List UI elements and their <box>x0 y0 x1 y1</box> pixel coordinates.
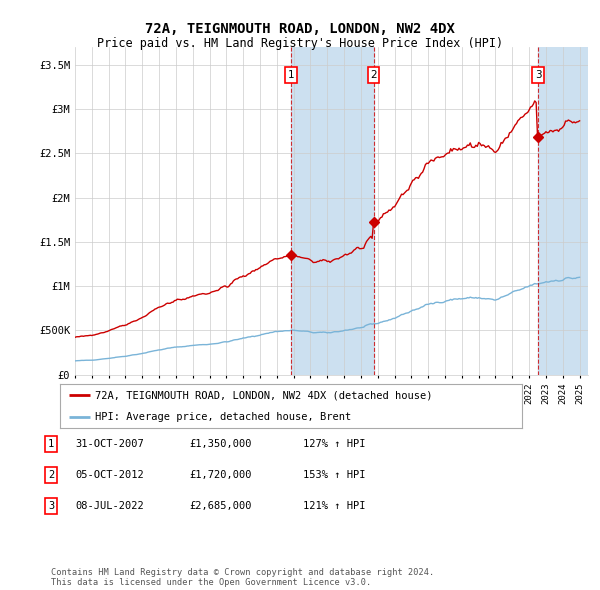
Text: 08-JUL-2022: 08-JUL-2022 <box>75 502 144 511</box>
Text: HPI: Average price, detached house, Brent: HPI: Average price, detached house, Bren… <box>95 412 351 422</box>
Text: 2: 2 <box>370 70 377 80</box>
Text: 72A, TEIGNMOUTH ROAD, LONDON, NW2 4DX (detached house): 72A, TEIGNMOUTH ROAD, LONDON, NW2 4DX (d… <box>95 391 432 401</box>
Text: 72A, TEIGNMOUTH ROAD, LONDON, NW2 4DX: 72A, TEIGNMOUTH ROAD, LONDON, NW2 4DX <box>145 22 455 37</box>
Text: 153% ↑ HPI: 153% ↑ HPI <box>303 470 365 480</box>
Bar <box>538 47 588 375</box>
Text: 127% ↑ HPI: 127% ↑ HPI <box>303 439 365 448</box>
Text: 1: 1 <box>48 439 54 448</box>
Text: Contains HM Land Registry data © Crown copyright and database right 2024.
This d: Contains HM Land Registry data © Crown c… <box>51 568 434 587</box>
Text: £1,350,000: £1,350,000 <box>189 439 251 448</box>
Text: 3: 3 <box>48 502 54 511</box>
Text: 31-OCT-2007: 31-OCT-2007 <box>75 439 144 448</box>
Text: 121% ↑ HPI: 121% ↑ HPI <box>303 502 365 511</box>
Text: 3: 3 <box>535 70 542 80</box>
Text: £1,720,000: £1,720,000 <box>189 470 251 480</box>
Text: 1: 1 <box>287 70 294 80</box>
Bar <box>291 47 374 375</box>
Text: £2,685,000: £2,685,000 <box>189 502 251 511</box>
Text: Price paid vs. HM Land Registry's House Price Index (HPI): Price paid vs. HM Land Registry's House … <box>97 37 503 50</box>
Text: 05-OCT-2012: 05-OCT-2012 <box>75 470 144 480</box>
Text: 2: 2 <box>48 470 54 480</box>
